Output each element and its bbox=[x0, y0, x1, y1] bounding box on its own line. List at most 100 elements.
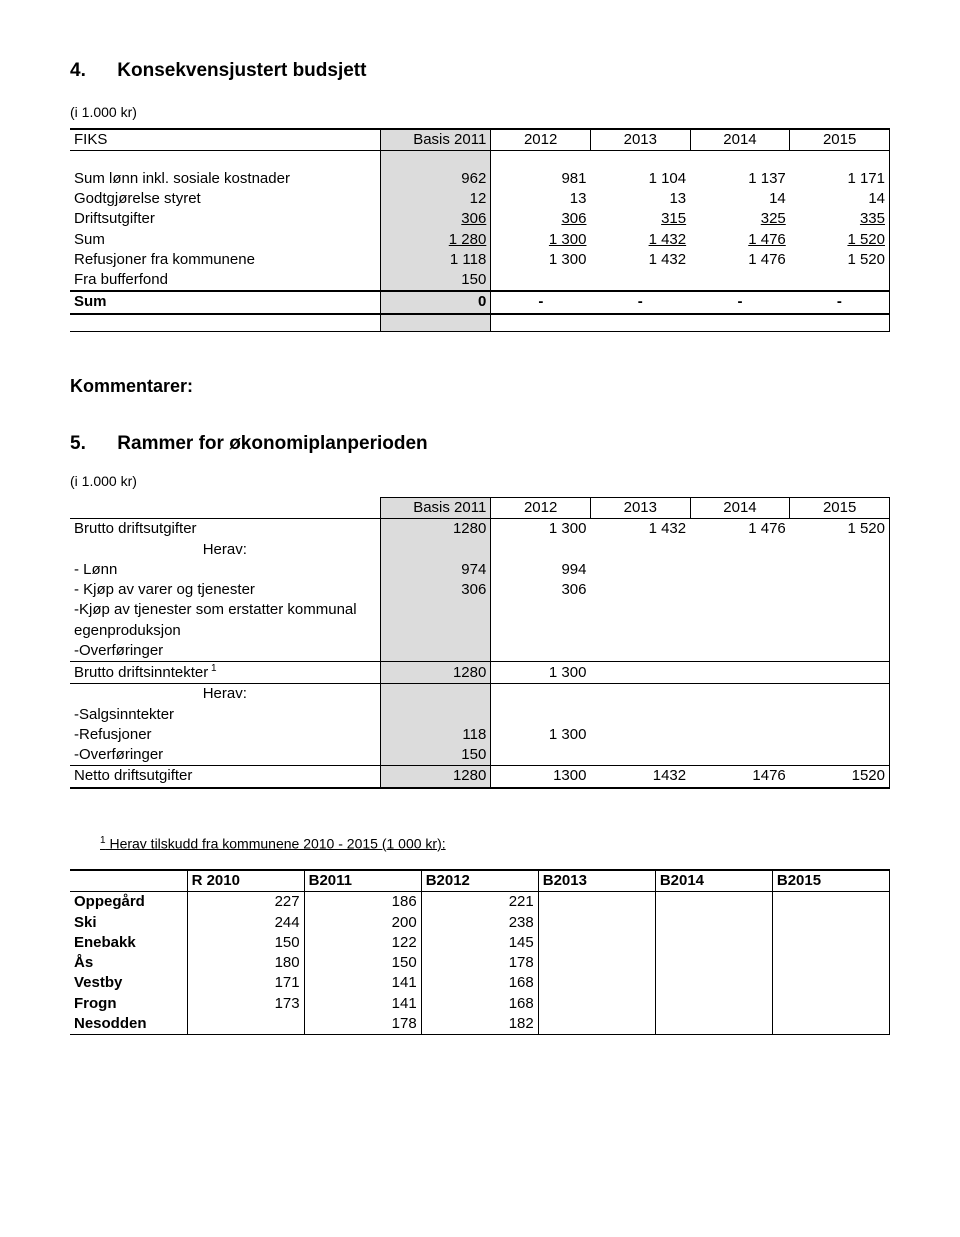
cell bbox=[772, 994, 889, 1014]
table-header-row: FIKS Basis 2011 2012 2013 2014 2015 bbox=[70, 129, 890, 151]
cell: 14 bbox=[690, 189, 790, 209]
col-2012: 2012 bbox=[491, 129, 591, 151]
cell bbox=[538, 913, 655, 933]
row-label: Ski bbox=[70, 913, 187, 933]
cell: 1 520 bbox=[790, 250, 890, 270]
cell: 221 bbox=[421, 892, 538, 913]
cell: 981 bbox=[491, 169, 591, 189]
cell bbox=[772, 953, 889, 973]
tilskudd-table: R 2010 B2011 B2012 B2013 B2014 B2015 Opp… bbox=[70, 869, 890, 1035]
cell: 1300 bbox=[491, 766, 591, 788]
table-row: -Overføringer bbox=[70, 641, 890, 662]
cell bbox=[590, 580, 690, 600]
cell bbox=[655, 1014, 772, 1035]
table-row: Ås180150178 bbox=[70, 953, 890, 973]
section5-title: Rammer for økonomiplanperioden bbox=[117, 433, 427, 454]
row-label: -Overføringer bbox=[70, 745, 380, 766]
cell bbox=[380, 540, 491, 560]
cell bbox=[538, 933, 655, 953]
cell bbox=[590, 270, 690, 291]
cell: 1 432 bbox=[590, 519, 690, 540]
cell bbox=[655, 953, 772, 973]
cell: 173 bbox=[187, 994, 304, 1014]
cell: 315 bbox=[590, 209, 690, 229]
cell bbox=[590, 662, 690, 684]
table-row: Netto driftsutgifter12801300143214761520 bbox=[70, 766, 890, 788]
cell: 178 bbox=[421, 953, 538, 973]
cell: 178 bbox=[304, 1014, 421, 1035]
section5-number: 5. bbox=[70, 433, 112, 455]
cell bbox=[790, 540, 890, 560]
col-basis: Basis 2011 bbox=[380, 498, 491, 519]
rammer-table: Basis 2011 2012 2013 2014 2015 Brutto dr… bbox=[70, 497, 890, 789]
cell bbox=[790, 600, 890, 641]
cell: 168 bbox=[421, 994, 538, 1014]
table-header-row: R 2010 B2011 B2012 B2013 B2014 B2015 bbox=[70, 870, 890, 892]
cell: 145 bbox=[421, 933, 538, 953]
cell: 1 300 bbox=[491, 725, 591, 745]
cell bbox=[690, 662, 790, 684]
cell bbox=[491, 600, 591, 641]
row-label: Netto driftsutgifter bbox=[70, 766, 380, 788]
row-label: -Overføringer bbox=[70, 641, 380, 662]
col-fiks: FIKS bbox=[70, 129, 380, 151]
cell bbox=[187, 1014, 304, 1035]
section5-heading: 5. Rammer for økonomiplanperioden bbox=[70, 433, 890, 455]
row-label: Brutto driftsinntekter 1 bbox=[70, 662, 380, 684]
sum-label: Sum bbox=[70, 291, 380, 313]
cell: 306 bbox=[491, 209, 591, 229]
row-label: Herav: bbox=[70, 540, 380, 560]
row-label: Vestby bbox=[70, 973, 187, 993]
col-2015: 2015 bbox=[790, 498, 890, 519]
cell bbox=[790, 560, 890, 580]
cell: 186 bbox=[304, 892, 421, 913]
table-row: Sum1 2801 3001 4321 4761 520 bbox=[70, 230, 890, 250]
table-row: -Salgsinntekter bbox=[70, 705, 890, 725]
cell: 12 bbox=[380, 189, 491, 209]
col-2012: 2012 bbox=[491, 498, 591, 519]
cell: 1520 bbox=[790, 766, 890, 788]
cell bbox=[772, 933, 889, 953]
row-label: Herav: bbox=[70, 684, 380, 705]
cell: 1 280 bbox=[380, 230, 491, 250]
cell: 1 104 bbox=[590, 169, 690, 189]
table-row: -Overføringer150 bbox=[70, 745, 890, 766]
cell bbox=[690, 745, 790, 766]
cell bbox=[690, 270, 790, 291]
cell: 1476 bbox=[690, 766, 790, 788]
table-row: Herav: bbox=[70, 684, 890, 705]
cell: 1 432 bbox=[590, 250, 690, 270]
cell: 14 bbox=[790, 189, 890, 209]
table-row: Enebakk150122145 bbox=[70, 933, 890, 953]
cell bbox=[790, 705, 890, 725]
table-row: Refusjoner fra kommunene1 1181 3001 4321… bbox=[70, 250, 890, 270]
cell bbox=[590, 684, 690, 705]
cell bbox=[790, 684, 890, 705]
cell bbox=[380, 641, 491, 662]
table-row: Frogn173141168 bbox=[70, 994, 890, 1014]
row-label: Sum bbox=[70, 230, 380, 250]
row-label: - Lønn bbox=[70, 560, 380, 580]
cell: 1 476 bbox=[690, 519, 790, 540]
cell: 1280 bbox=[380, 662, 491, 684]
cell: 1 520 bbox=[790, 519, 890, 540]
col-2015: 2015 bbox=[790, 129, 890, 151]
table-row: Vestby171141168 bbox=[70, 973, 890, 993]
row-label: -Salgsinntekter bbox=[70, 705, 380, 725]
cell bbox=[690, 725, 790, 745]
row-label: Driftsutgifter bbox=[70, 209, 380, 229]
cell: 141 bbox=[304, 994, 421, 1014]
cell bbox=[491, 745, 591, 766]
row-label: Fra bufferfond bbox=[70, 270, 380, 291]
table-row: -Kjøp av tjenester som erstatter kommuna… bbox=[70, 600, 890, 641]
cell bbox=[790, 641, 890, 662]
cell bbox=[655, 973, 772, 993]
cell bbox=[491, 270, 591, 291]
cell bbox=[655, 933, 772, 953]
cell bbox=[538, 953, 655, 973]
cell: 1 171 bbox=[790, 169, 890, 189]
cell: 168 bbox=[421, 973, 538, 993]
cell bbox=[790, 580, 890, 600]
kommentarer-heading: Kommentarer: bbox=[70, 376, 890, 397]
section4-number: 4. bbox=[70, 60, 112, 82]
